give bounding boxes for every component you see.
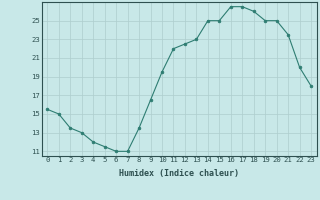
X-axis label: Humidex (Indice chaleur): Humidex (Indice chaleur) [119, 169, 239, 178]
